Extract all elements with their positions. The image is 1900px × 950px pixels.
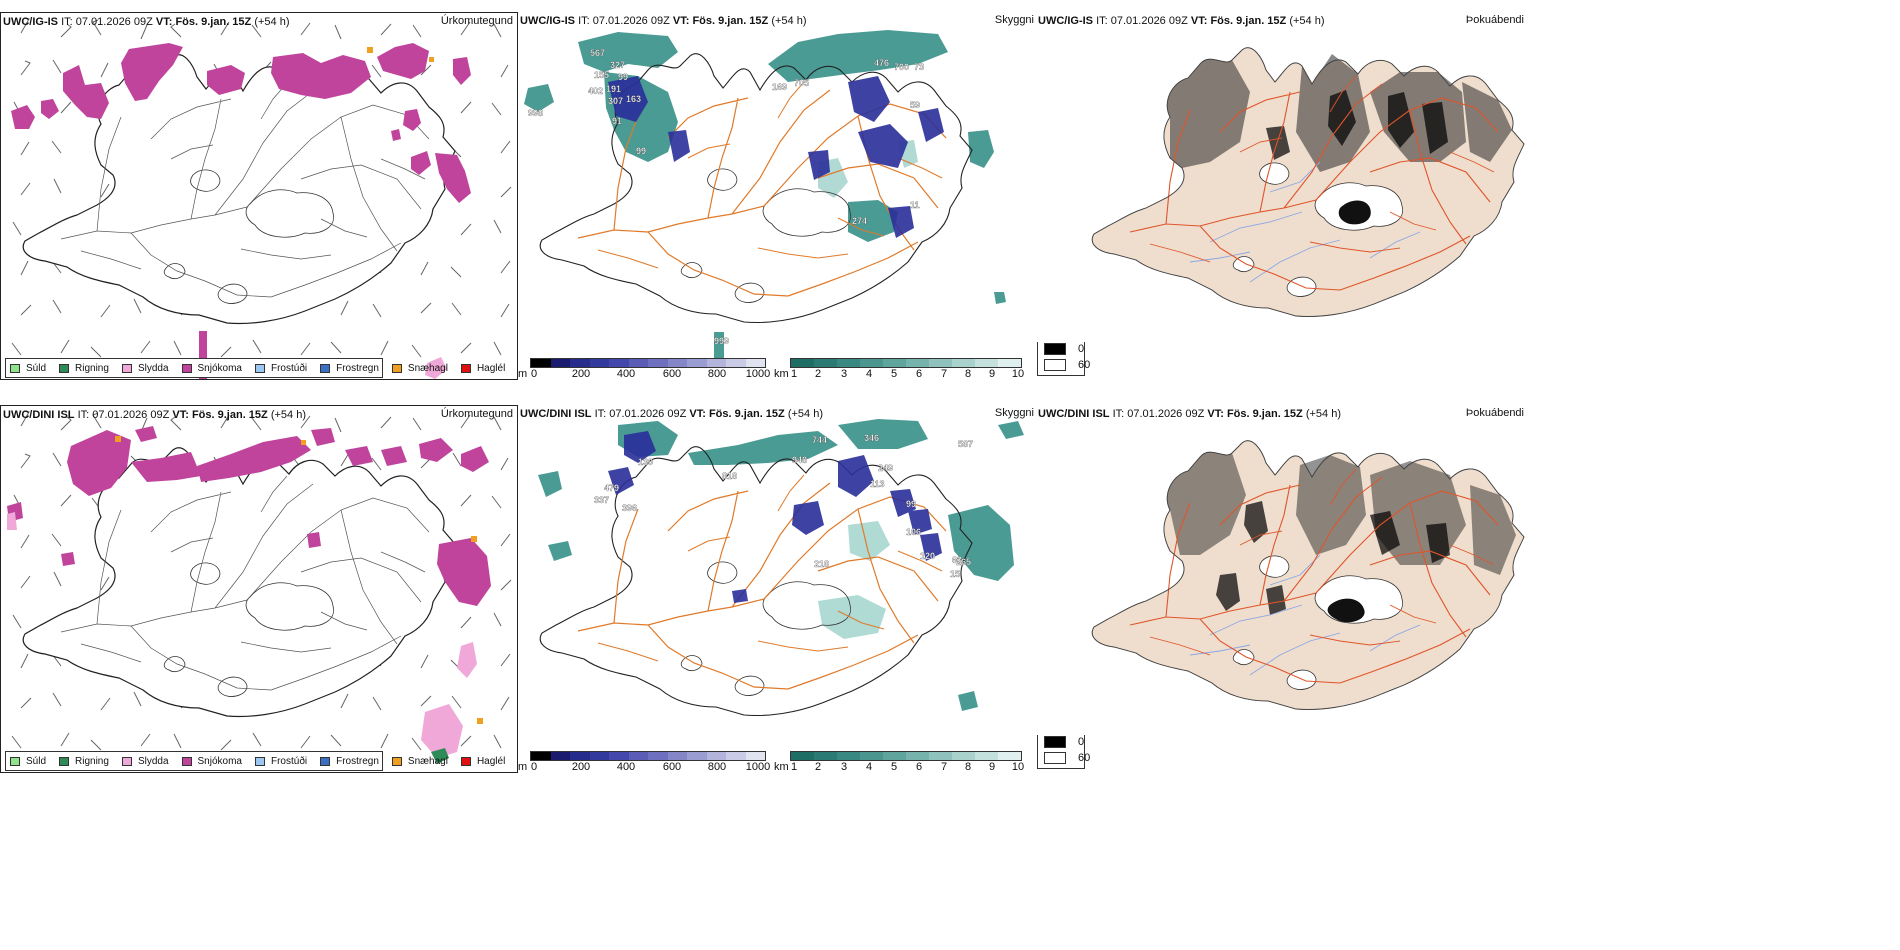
vis-label: 73 — [914, 62, 924, 72]
vis-label: 11 — [910, 200, 920, 210]
legend-item-frostudi: Frostúði — [254, 756, 307, 767]
precip-type-panel-bottom: UWC/DINI ISL IT: 07.01.2026 09Z VT: Fös.… — [0, 405, 518, 773]
panel-title-visibility: Skyggni — [994, 407, 1034, 419]
legend-item-sud: Súld — [10, 756, 46, 767]
legend-item-sud: Súld — [10, 363, 46, 374]
vis-label: 15 — [950, 569, 960, 579]
panel-title-precip-type: Úrkomutegund — [440, 15, 513, 27]
legend-item-frostregn: Frostregn — [320, 756, 379, 767]
snowfall-areas — [11, 43, 471, 379]
legend-item-snaehagl: Snæhagl — [391, 363, 448, 374]
vis-label: 99 — [636, 146, 646, 156]
legend-item-slydda: Slydda — [121, 756, 169, 767]
panel-header: UWC/DINI ISL IT: 07.01.2026 09Z VT: Fös.… — [520, 408, 823, 420]
vis-label: 948 — [792, 455, 807, 465]
low-visibility-areas — [524, 30, 1006, 360]
cloud-legend-top: 0 60 — [1037, 338, 1090, 376]
legend-item-frostudi: Frostúði — [254, 363, 307, 374]
vis-label: 63 — [952, 555, 962, 565]
vis-label: 113 — [870, 479, 885, 489]
vis-label: 191 — [606, 84, 621, 94]
vis-label: 705 — [794, 78, 809, 88]
cloud-legend-bottom: 0 60 — [1037, 731, 1090, 769]
panel-header: UWC/IG-IS IT: 07.01.2026 09Z VT: Fös. 9.… — [1038, 15, 1325, 27]
colorbar-m-swatches — [530, 358, 766, 368]
vis-label: 567 — [590, 48, 605, 58]
panel-header: UWC/DINI ISL IT: 07.01.2026 09Z VT: Fös.… — [1038, 408, 1341, 420]
vis-label: 479 — [604, 483, 619, 493]
vis-label: 155 — [594, 70, 609, 80]
panel-header: UWC/IG-IS IT: 07.01.2026 09Z VT: Fös. 9.… — [520, 15, 807, 27]
vis-label: 587 — [958, 439, 973, 449]
cloud-legend-light-swatch — [1044, 359, 1066, 371]
vis-label: 307 — [608, 96, 623, 106]
legend-item-haglel: Haglél — [460, 756, 505, 767]
panel-header: UWC/DINI ISL IT: 07.01.2026 09Z VT: Fös.… — [3, 409, 306, 421]
vis-label: 120 — [920, 551, 935, 561]
legend-item-snjokoma: Snjókoma — [181, 756, 242, 767]
vis-label: 402 — [588, 86, 603, 96]
vis-label: 744 — [812, 435, 827, 445]
visibility-map-top: 998 567 155 327 99 402 191 307 163 91 99… — [524, 30, 1006, 360]
vis-label: 337 — [594, 495, 609, 505]
vis-label: 218 — [814, 559, 829, 569]
legend-item-rigning: Rigning — [59, 756, 109, 767]
vis-label: 476 — [874, 58, 889, 68]
colorbar-vis-km-bottom: km 1 2 3 4 5 6 7 8 9 10 — [774, 751, 1036, 773]
legend-item-snaehagl: Snæhagl — [391, 756, 448, 767]
vis-label: 99 — [906, 499, 916, 509]
vis-label: 700 — [894, 62, 909, 72]
vis-label: 249 — [878, 463, 893, 473]
visibility-panel-bottom: 130 479 337 396 818 948 744 346 249 113 … — [518, 405, 1036, 773]
vis-label: 130 — [638, 457, 653, 467]
vis-label: 99 — [618, 72, 628, 82]
fog-panel-bottom: UWC/DINI ISL IT: 07.01.2026 09Z VT: Fös.… — [1036, 405, 1526, 735]
colorbar-height-m-bottom: m 0 200 400 600 800 1000 — [518, 751, 778, 773]
panel-title-precip-type: Úrkomutegund — [440, 408, 513, 420]
visibility-map-bottom: 130 479 337 396 818 948 744 346 249 113 … — [538, 419, 1024, 717]
precip-type-panel-top: UWC/IG-IS IT: 07.01.2026 09Z VT: Fös. 9.… — [0, 12, 518, 380]
legend-item-haglel: Haglél — [460, 363, 505, 374]
vis-label: 106 — [906, 527, 921, 537]
precip-type-map-top — [11, 17, 512, 379]
panel-title-visibility: Skyggni — [994, 14, 1034, 26]
vis-label: 999 — [714, 336, 729, 346]
precip-type-map-bottom — [7, 410, 512, 764]
vis-label: 265 — [956, 557, 971, 567]
fog-cells — [608, 76, 944, 238]
vis-label: 59 — [910, 100, 920, 110]
panel-header: UWC/IG-IS IT: 07.01.2026 09Z VT: Fös. 9.… — [3, 16, 290, 28]
legend-item-snjokoma: Snjókoma — [181, 363, 242, 374]
vis-label: 274 — [852, 216, 867, 226]
legend-item-rigning: Rigning — [59, 363, 109, 374]
panel-title-fog: Þokuábendi — [1465, 407, 1524, 419]
vis-label: 346 — [864, 433, 879, 443]
vis-label: 91 — [612, 116, 622, 126]
panel-title-fog: Þokuábendi — [1465, 14, 1524, 26]
vis-label: 998 — [528, 108, 543, 118]
fog-map-top — [1091, 47, 1525, 318]
precip-type-legend-bottom: Súld Rigning Slydda Snjókoma Frostúði Fr… — [5, 751, 505, 771]
vis-label: 396 — [622, 503, 637, 513]
vis-label: 169 — [772, 82, 787, 92]
fog-map-bottom — [1091, 440, 1525, 710]
vis-label: 163 — [626, 94, 641, 104]
precip-type-legend-top: Súld Rigning Slydda Snjókoma Frostúði Fr… — [5, 358, 505, 378]
colorbar-height-m-top: m 0 200 400 600 800 1000 — [518, 358, 778, 380]
colorbar-vis-km-top: km 1 2 3 4 5 6 7 8 9 10 — [774, 358, 1036, 380]
visibility-panel-top: 998 567 155 327 99 402 191 307 163 91 99… — [518, 12, 1036, 380]
vis-label: 818 — [722, 471, 737, 481]
fog-panel-top: UWC/IG-IS IT: 07.01.2026 09Z VT: Fös. 9.… — [1036, 12, 1526, 342]
legend-item-slydda: Slydda — [121, 363, 169, 374]
cloud-legend-dark-swatch — [1044, 343, 1066, 355]
legend-item-frostregn: Frostregn — [320, 363, 379, 374]
vis-label: 327 — [610, 60, 625, 70]
